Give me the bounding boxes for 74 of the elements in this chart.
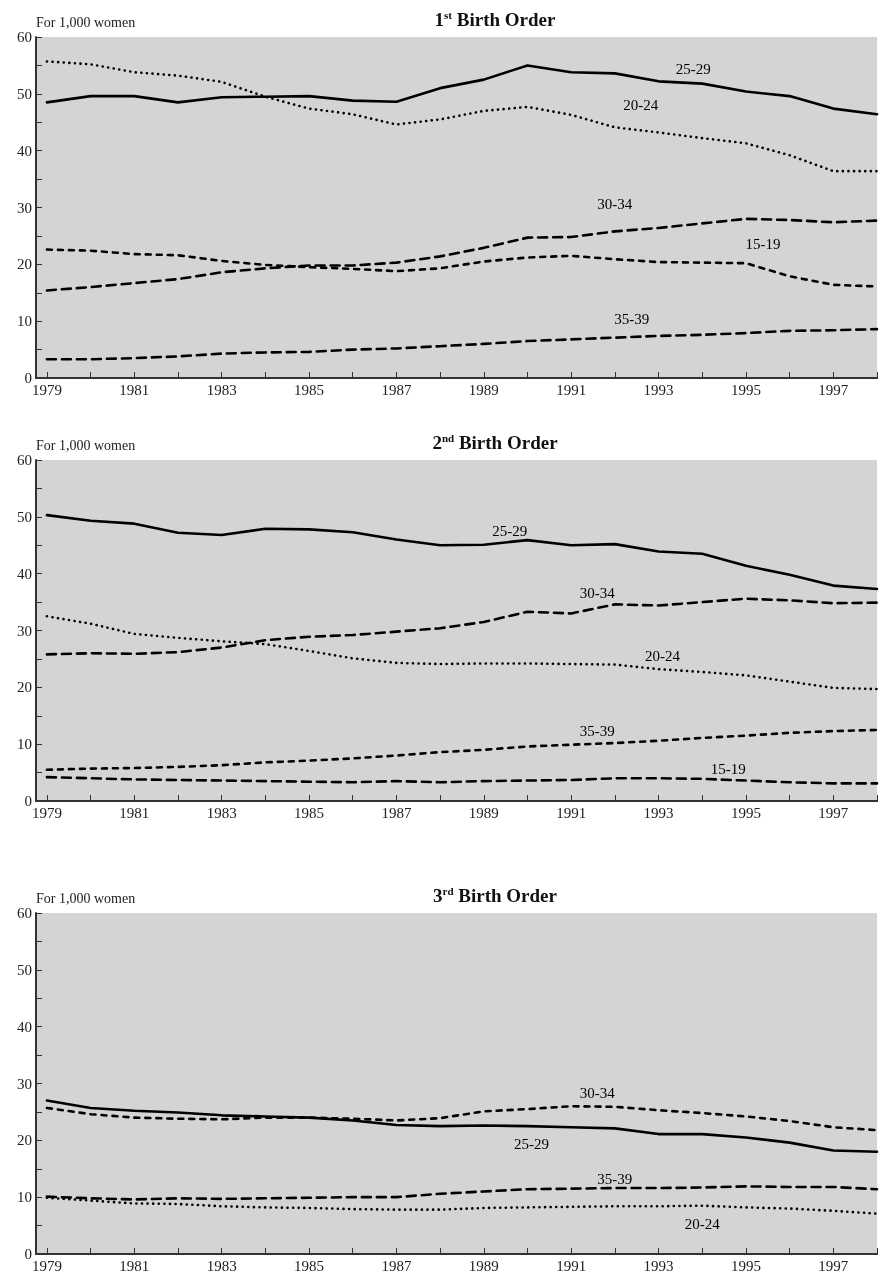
x-tick-label: 1991 [556,1257,587,1274]
x-tick-label: 1997 [818,1257,849,1274]
y-tick-label: 50 [17,85,32,102]
y-tick-label: 30 [17,1075,32,1092]
series-label: 25-29 [675,60,711,77]
y-axis-title: For 1,000 women [36,891,136,907]
y-tick-label: 20 [17,679,32,696]
x-tick-label: 1989 [468,804,499,821]
y-tick-label: 30 [17,622,32,639]
series-label: 35-39 [614,310,650,327]
y-tick-label: 40 [17,1018,32,1035]
x-tick-label: 1985 [294,1257,325,1274]
x-tick-label: 1991 [556,804,587,821]
line-series [45,60,879,173]
x-tick-label: 1979 [31,381,62,398]
y-tick-label: 50 [17,961,32,978]
y-tick-label: 0 [24,793,32,809]
x-tick-label: 1983 [206,804,237,821]
series-label: 30-34 [597,196,633,213]
y-tick-label: 50 [17,508,32,525]
series-label: 15-19 [710,760,746,777]
x-tick-label: 1983 [206,1257,237,1274]
y-tick-label: 10 [17,1189,32,1206]
x-tick-label: 1981 [119,804,150,821]
line-series [45,728,879,772]
x-tick-label: 1979 [31,804,62,821]
series-label: 30-34 [579,585,616,602]
y-tick-label: 60 [17,905,32,921]
series-label: 30-34 [579,1085,616,1102]
y-tick-label: 60 [17,29,32,45]
series-label: 25-29 [513,1136,549,1153]
x-tick-label: 1989 [468,381,499,398]
x-tick-label: 1983 [206,381,237,398]
x-tick-label: 1991 [556,381,587,398]
line-series [45,775,879,785]
y-tick-label: 20 [17,256,32,273]
x-tick-label: 1995 [730,1257,761,1274]
x-tick-label: 1997 [818,804,849,821]
x-tick-label: 1979 [31,1257,62,1274]
series-label: 20-24 [623,97,659,114]
y-tick-label: 10 [17,736,32,753]
y-tick-label: 0 [24,1246,32,1262]
x-tick-label: 1993 [643,1257,674,1274]
x-tick-label: 1981 [119,381,150,398]
y-tick-label: 0 [24,370,32,386]
series-label: 20-24 [645,648,681,665]
series-label: 35-39 [579,722,615,739]
y-tick-label: 40 [17,142,32,159]
x-tick-label: 1981 [119,1257,150,1274]
x-tick-label: 1993 [643,381,674,398]
x-tick-label: 1995 [730,804,761,821]
y-axis-title: For 1,000 women [36,15,136,31]
x-tick-label: 1995 [730,381,761,398]
x-tick-label: 1987 [381,1257,412,1274]
x-tick-label: 1985 [294,381,325,398]
y-tick-label: 20 [17,1132,32,1149]
series-label: 35-39 [597,1171,633,1188]
line-series [45,327,879,361]
x-tick-label: 1985 [294,804,325,821]
series-label: 20-24 [684,1215,721,1232]
x-tick-label: 1987 [381,381,412,398]
y-tick-label: 60 [17,452,32,468]
y-tick-label: 30 [17,199,32,216]
line-series [45,217,879,292]
y-tick-label: 40 [17,565,32,582]
y-axis-title: For 1,000 women [36,438,136,454]
x-tick-label: 1993 [643,804,674,821]
y-tick-label: 10 [17,313,32,330]
x-tick-label: 1997 [818,381,849,398]
x-tick-label: 1987 [381,804,412,821]
line-series [45,1099,879,1153]
series-label: 15-19 [745,236,781,253]
x-tick-label: 1989 [468,1257,499,1274]
series-label: 25-29 [492,522,528,539]
